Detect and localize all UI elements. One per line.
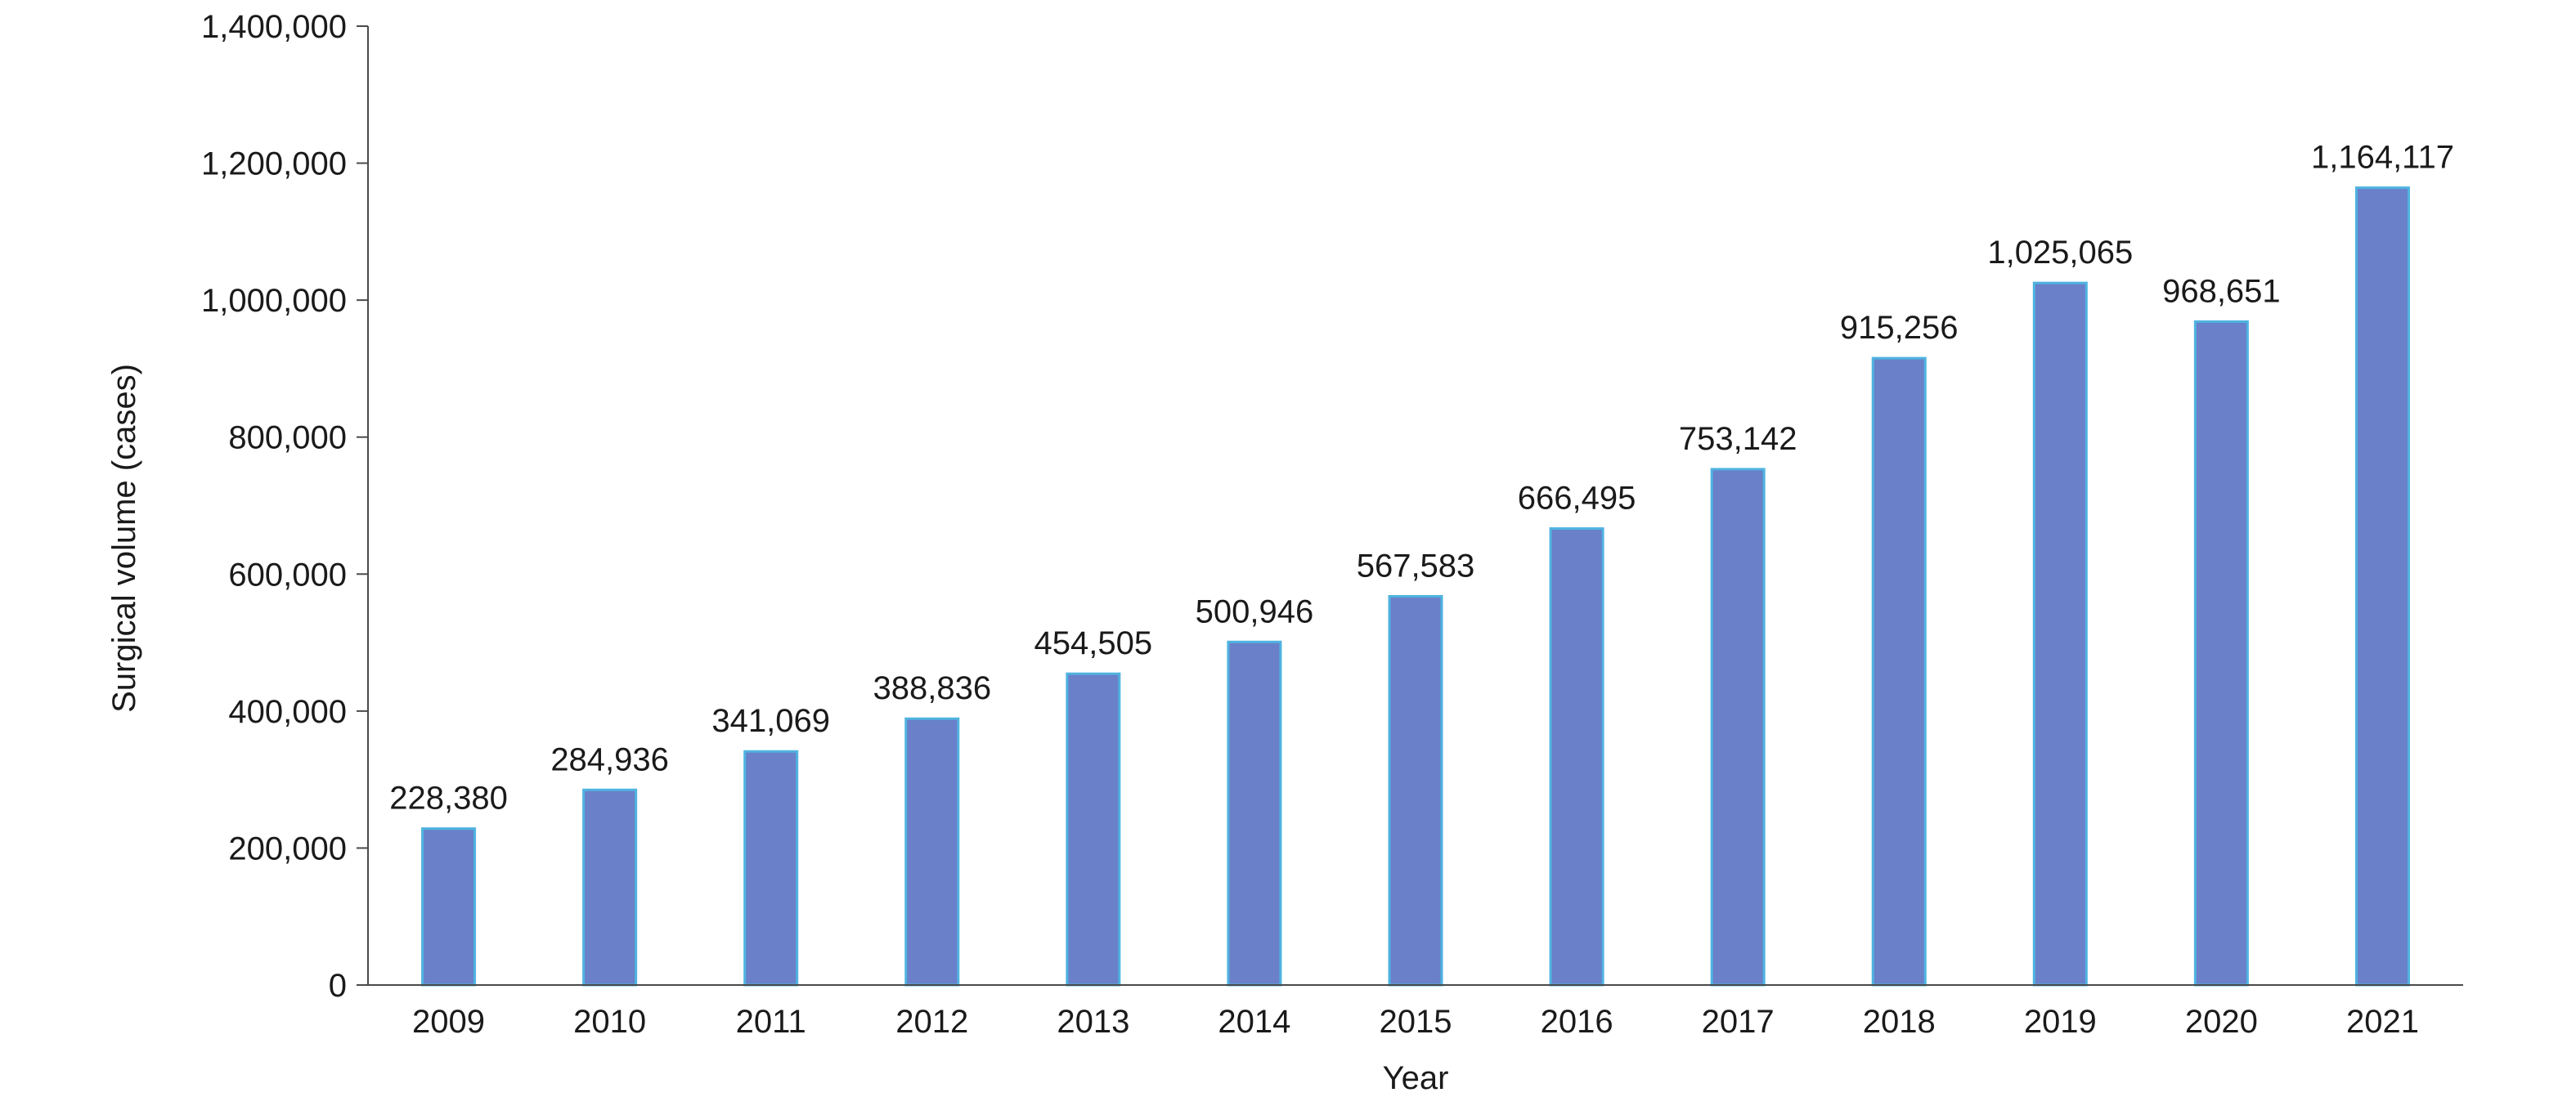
x-tick-label: 2013 (1057, 1004, 1129, 1040)
bars-layer (421, 186, 2410, 987)
bar (1227, 640, 1282, 987)
bar (421, 827, 477, 987)
x-ticks: 2009 2010 2011 2012 2013 2014 2015 2016 2017 2018… (412, 1004, 2419, 1040)
data-label: 454,505 (1034, 625, 1153, 661)
y-tick-label: 400,000 (228, 694, 347, 730)
x-tick-label: 2014 (1218, 1004, 1290, 1040)
bar (1710, 468, 1766, 987)
bar (2193, 320, 2249, 987)
bar (743, 750, 799, 987)
x-axis-title: Year (1383, 1060, 1449, 1096)
data-label: 341,069 (711, 703, 830, 739)
data-labels: 228,380 284,936 341,069 388,836 454,505 500,9… (389, 140, 2454, 817)
y-tick-label: 800,000 (228, 420, 347, 456)
data-label: 284,936 (550, 741, 669, 777)
x-tick-label: 2012 (895, 1004, 968, 1040)
data-label: 228,380 (389, 781, 508, 817)
bar (2354, 186, 2410, 987)
y-tick-label: 1,200,000 (201, 146, 347, 182)
x-tick-label: 2015 (1380, 1004, 1452, 1040)
data-label: 753,142 (1679, 421, 1797, 457)
data-label: 1,025,065 (1987, 235, 2133, 271)
y-tick-label: 1,000,000 (201, 283, 347, 319)
y-tick-label: 600,000 (228, 557, 347, 593)
data-label: 915,256 (1840, 310, 1959, 346)
data-label: 666,495 (1518, 481, 1636, 517)
bar (1066, 672, 1121, 987)
bar (1871, 356, 1927, 987)
x-tick-label: 2009 (412, 1004, 485, 1040)
x-tick-label: 2019 (2024, 1004, 2097, 1040)
y-tick-label: 200,000 (228, 831, 347, 866)
y-tick-label: 1,400,000 (201, 9, 347, 45)
axes-layer (367, 26, 2463, 986)
x-tick-label: 2016 (1541, 1004, 1613, 1040)
bar (2032, 281, 2088, 987)
x-tick-label: 2010 (573, 1004, 646, 1040)
data-label: 388,836 (873, 670, 991, 706)
bar (904, 717, 960, 987)
y-axis-title: Surgical volume (cases) (106, 364, 142, 713)
bar (1388, 594, 1443, 987)
bar (582, 788, 638, 987)
x-tick-label: 2017 (1702, 1004, 1775, 1040)
y-tick-label: 0 (329, 968, 347, 1004)
data-label: 500,946 (1196, 593, 1314, 629)
bar (1549, 527, 1604, 987)
y-ticks: 0 200,000 400,000 600,000 800,000 1,000,000 1,… (201, 9, 368, 1004)
data-label: 1,164,117 (2311, 140, 2454, 176)
data-label: 567,583 (1357, 548, 1475, 584)
x-tick-label: 2021 (2346, 1004, 2419, 1040)
x-tick-label: 2011 (736, 1004, 806, 1040)
x-tick-label: 2020 (2185, 1004, 2258, 1040)
data-label: 968,651 (2162, 273, 2281, 309)
x-tick-label: 2018 (1863, 1004, 1936, 1040)
